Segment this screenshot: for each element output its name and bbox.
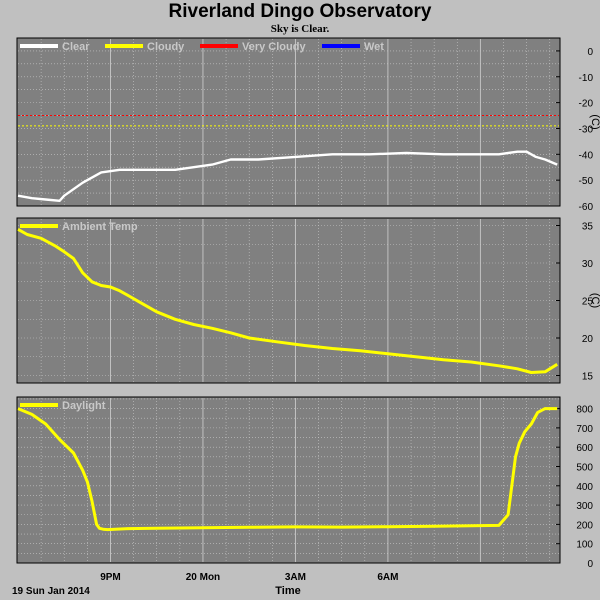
y-tick-label: -10 [579,73,594,84]
chart-panel-2: 15 20 25 30 35 (C) Ambient Temp [16,217,600,384]
x-tick-label: 20 Mon [186,572,220,583]
chart-panel-3: 0 100 200 300 400 500 600 700 800 Daylight [16,396,593,570]
y-tick-label: 400 [576,482,593,493]
y-tick-label: 25 [582,297,594,308]
x-tick-label: 3AM [285,572,306,583]
y-axis-label: (C) [589,114,600,129]
y-tick-label: -20 [579,99,594,110]
y-tick-label: 0 [587,47,593,58]
chart-panel-1: 0 -10 -20 -30 -40 -50 -60 (C) Clear Cloudy Very Cl… [16,37,600,213]
sky-status: Sky is Clear. [270,23,330,35]
y-tick-label: 100 [576,540,593,551]
x-axis-title: Time [275,585,300,597]
y-tick-label: 700 [576,424,593,435]
y-tick-label: 200 [576,520,593,531]
legend-swatch-daylight [20,403,58,407]
date-label: 19 Sun Jan 2014 [12,586,90,597]
series-line-ambient-temp [17,227,558,374]
y-tick-label: -50 [579,176,594,187]
legend-label-daylight: Daylight [62,400,106,412]
y-tick-label: 300 [576,501,593,512]
y-tick-label: -60 [579,202,594,213]
legend-swatch-very-cloudy [200,44,238,48]
series-line-daylight [17,407,558,532]
page-title: Riverland Dingo Observatory [168,1,432,22]
y-tick-label: 0 [587,559,593,570]
legend-label-ambient-temp: Ambient Temp [62,221,138,233]
legend-swatch-ambient-temp [20,224,58,228]
series-line-clear [17,150,558,203]
legend-swatch-wet [322,44,360,48]
legend-swatch-clear [20,44,58,48]
y-tick-label: 35 [582,222,594,233]
legend-label-cloudy: Cloudy [147,41,185,53]
legend-label-clear: Clear [62,41,90,53]
y-tick-label: 15 [582,372,594,383]
y-axis-label: (C) [589,293,600,308]
y-tick-label: 500 [576,462,593,473]
x-tick-label: 9PM [100,572,121,583]
y-tick-label: 600 [576,443,593,454]
legend-label-wet: Wet [364,41,384,53]
y-tick-label: 800 [576,405,593,416]
y-tick-label: 30 [582,259,594,270]
y-tick-label: -40 [579,150,594,161]
legend-swatch-cloudy [105,44,143,48]
x-tick-label: 6AM [377,572,398,583]
y-tick-label: 20 [582,334,594,345]
legend-label-very-cloudy: Very Cloudy [242,41,306,53]
plot-area [16,396,561,564]
plot-area [16,37,561,207]
y-tick-label: -30 [579,124,594,135]
